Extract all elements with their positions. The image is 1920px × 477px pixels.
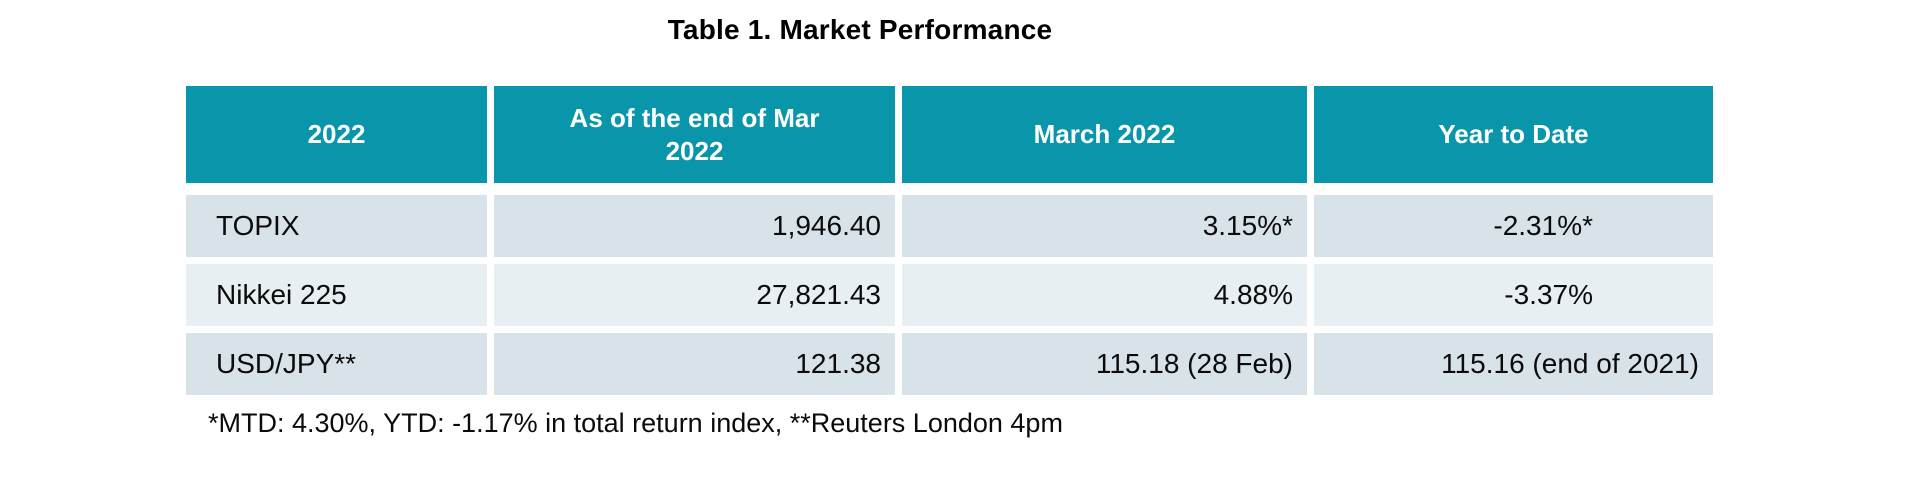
- cell-nikkei-ytd: -3.37%: [1314, 264, 1713, 326]
- cell-nikkei-march-2022: 4.88%: [902, 264, 1307, 326]
- header-cell-march-2022: March 2022: [902, 86, 1307, 183]
- row-label-nikkei-225: Nikkei 225: [186, 264, 487, 326]
- cell-usdjpy-end-mar: 121.38: [494, 333, 895, 395]
- header-label: Year to Date: [1438, 119, 1589, 150]
- row-label-usd-jpy: USD/JPY**: [186, 333, 487, 395]
- header-cell-as-of-end-mar: As of the end of Mar 2022: [494, 86, 895, 183]
- table-footnote: *MTD: 4.30%, YTD: -1.17% in total return…: [208, 408, 1063, 438]
- cell-usdjpy-ytd: 115.16 (end of 2021): [1314, 333, 1713, 395]
- header-cell-2022: 2022: [186, 86, 487, 183]
- cell-topix-end-mar: 1,946.40: [494, 195, 895, 257]
- table-body: TOPIX 1,946.40 3.15%* -2.31%* Nikkei 225…: [186, 195, 1713, 395]
- market-performance-table: 2022 As of the end of Mar 2022 March 202…: [186, 86, 1713, 395]
- header-label: March 2022: [1033, 119, 1176, 150]
- header-label: 2022: [307, 119, 366, 150]
- table-header-row: 2022 As of the end of Mar 2022 March 202…: [186, 86, 1713, 183]
- cell-topix-ytd: -2.31%*: [1314, 195, 1713, 257]
- cell-topix-march-2022: 3.15%*: [902, 195, 1307, 257]
- header-label: As of the end of Mar 2022: [569, 103, 820, 166]
- header-cell-year-to-date: Year to Date: [1314, 86, 1713, 183]
- cell-nikkei-end-mar: 27,821.43: [494, 264, 895, 326]
- row-label-topix: TOPIX: [186, 195, 487, 257]
- page-title: Table 1. Market Performance: [667, 14, 1053, 45]
- cell-usdjpy-march-2022: 115.18 (28 Feb): [902, 333, 1307, 395]
